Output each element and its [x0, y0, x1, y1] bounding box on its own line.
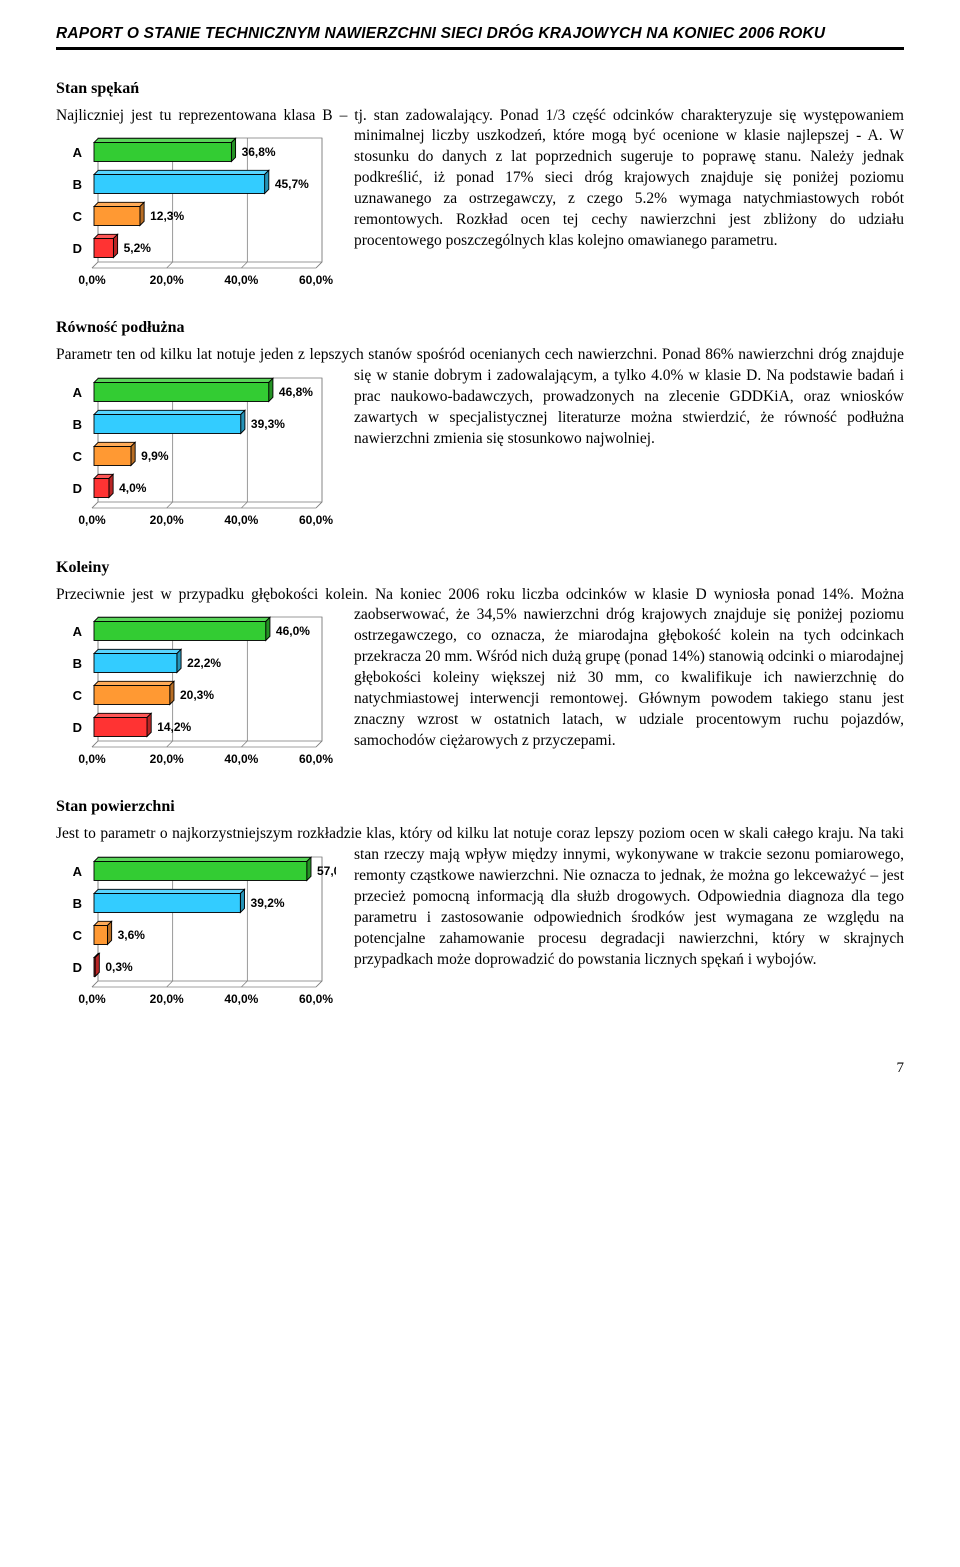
page-header: RAPORT O STANIE TECHNICZNYM NAWIERZCHNI … [56, 24, 904, 50]
bar-value-label: 5,2% [124, 242, 152, 256]
section-flow: Jest to parametr o najkorzystniejszym ro… [56, 824, 904, 1018]
chart-wrapper: 36,8% A 45,7% B 12,3% C 5,2% D 0,0% 20,0% 40,0% 60,… [56, 130, 336, 295]
x-tick-label: 20,0% [150, 992, 184, 1006]
bar-category-label: C [73, 688, 83, 703]
section-body: poziom ocen w skali całego kraju. Na tak… [354, 825, 904, 968]
bar-category-label: A [73, 385, 83, 400]
section-title: Równość podłużna [56, 317, 904, 339]
section: Stan powierzchni Jest to parametr o najko… [56, 796, 904, 1018]
bar-value-label: 3,6% [118, 928, 146, 942]
section: Równość podłużna Parametr ten od kilku la… [56, 317, 904, 539]
x-tick-label: 20,0% [150, 752, 184, 766]
bar-category-label: D [73, 481, 82, 496]
bar-category-label: D [73, 720, 82, 735]
bar-category-label: A [73, 145, 83, 160]
x-tick-label: 60,0% [299, 992, 333, 1006]
x-tick-label: 40,0% [224, 273, 258, 287]
bar-chart: 46,0% A 22,2% B 20,3% C 14,2% D 0,0% 20,0% 40,0% 60… [56, 609, 336, 774]
bar-value-label: 36,8% [242, 146, 276, 160]
x-tick-label: 0,0% [78, 992, 106, 1006]
section-intro: Jest to parametr o najkorzystniejszym ro… [56, 825, 639, 842]
section-flow: Parametr ten od kilku lat notuje jeden z… [56, 345, 904, 539]
bar-value-label: 39,2% [251, 896, 285, 910]
bar-value-label: 45,7% [275, 178, 309, 192]
bar-category-label: C [73, 928, 83, 943]
bar-value-label: 22,2% [187, 657, 221, 671]
bar-category-label: A [73, 624, 83, 639]
section-intro: Przeciwnie jest w przypadku głębokości k… [56, 586, 696, 603]
bar-value-label: 4,0% [119, 481, 147, 495]
bar-value-label: 57,0% [317, 864, 336, 878]
bar-category-label: B [73, 417, 82, 432]
section: Koleiny Przeciwnie jest w przypadku głębo… [56, 557, 904, 779]
bar-category-label: D [73, 241, 82, 256]
bar-chart: 36,8% A 45,7% B 12,3% C 5,2% D 0,0% 20,0% 40,0% 60,… [56, 130, 336, 295]
x-tick-label: 20,0% [150, 273, 184, 287]
bar-category-label: B [73, 177, 82, 192]
bar-category-label: C [73, 449, 83, 464]
bar-value-label: 46,0% [276, 625, 310, 639]
x-tick-label: 40,0% [224, 752, 258, 766]
bar-value-label: 12,3% [150, 210, 184, 224]
bar-value-label: 14,2% [157, 721, 191, 735]
x-tick-label: 60,0% [299, 273, 333, 287]
section-title: Stan spękań [56, 78, 904, 100]
x-tick-label: 60,0% [299, 752, 333, 766]
section-body: D wyniosła ponad 14%. Można zaobserwować… [354, 586, 904, 749]
chart-wrapper: 46,8% A 39,3% B 9,9% C 4,0% D 0,0% 20,0% 40,0% 60,0… [56, 370, 336, 535]
x-tick-label: 0,0% [78, 513, 106, 527]
chart-wrapper: 46,0% A 22,2% B 20,3% C 14,2% D 0,0% 20,0% 40,0% 60… [56, 609, 336, 774]
page-number: 7 [56, 1058, 904, 1078]
section-intro: Najliczniej jest tu reprezentowana klasa… [56, 107, 681, 124]
x-tick-label: 40,0% [224, 992, 258, 1006]
section-title: Koleiny [56, 557, 904, 579]
section-flow: Przeciwnie jest w przypadku głębokości k… [56, 585, 904, 779]
x-tick-label: 0,0% [78, 273, 106, 287]
x-tick-label: 20,0% [150, 513, 184, 527]
bar-value-label: 46,8% [279, 385, 313, 399]
x-tick-label: 40,0% [224, 513, 258, 527]
bar-value-label: 20,3% [180, 689, 214, 703]
bar-value-label: 39,3% [251, 417, 285, 431]
bar-value-label: 0,3% [105, 960, 133, 974]
x-tick-label: 0,0% [78, 752, 106, 766]
bar-category-label: C [73, 209, 83, 224]
chart-wrapper: 57,0% A 39,2% B 3,6% C 0,3% D 0,0% 20,0% 40,0% 60,0… [56, 849, 336, 1014]
bar-category-label: D [73, 960, 82, 975]
section-flow: Najliczniej jest tu reprezentowana klasa… [56, 106, 904, 300]
bar-value-label: 9,9% [141, 449, 169, 463]
bar-category-label: B [73, 896, 82, 911]
section-intro: Parametr ten od kilku lat notuje jeden z… [56, 346, 662, 363]
bar-chart: 57,0% A 39,2% B 3,6% C 0,3% D 0,0% 20,0% 40,0% 60,0… [56, 849, 336, 1014]
bar-chart: 46,8% A 39,3% B 9,9% C 4,0% D 0,0% 20,0% 40,0% 60,0… [56, 370, 336, 535]
bar-category-label: B [73, 656, 82, 671]
bar-category-label: A [73, 864, 83, 879]
section-title: Stan powierzchni [56, 796, 904, 818]
section-body: charakteryzuje się występowaniem minimal… [354, 107, 904, 250]
section: Stan spękań Najliczniej jest tu reprezent… [56, 78, 904, 300]
x-tick-label: 60,0% [299, 513, 333, 527]
